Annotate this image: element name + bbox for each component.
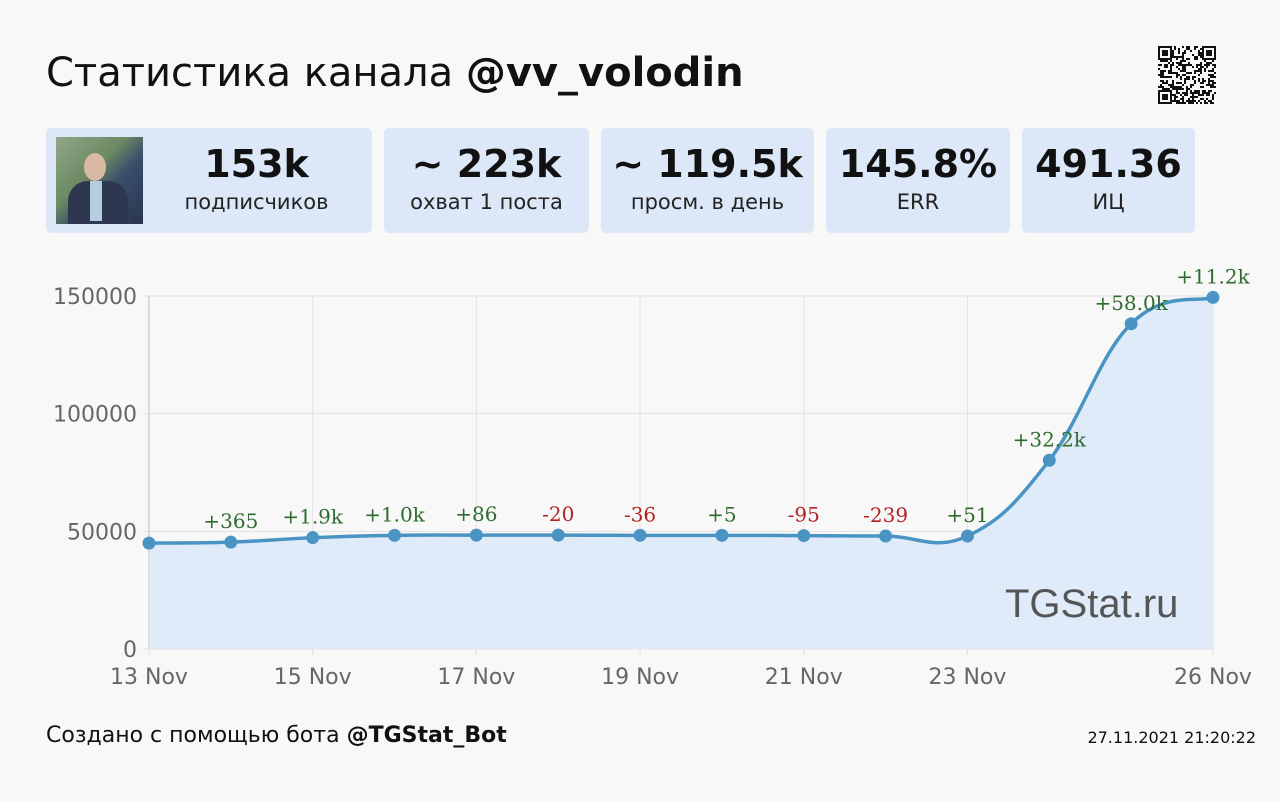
- stat-card-subscribers: 153k подписчиков: [46, 128, 372, 233]
- x-tick-label: 13 Nov: [110, 665, 188, 690]
- stat-value: 145.8%: [838, 142, 998, 186]
- stat-label: просм. в день: [630, 190, 785, 214]
- avatar: [56, 137, 143, 224]
- data-point: [306, 531, 320, 545]
- stat-card-reach: ~ 223k охват 1 поста: [384, 128, 589, 233]
- data-point: [879, 529, 893, 543]
- title-prefix: Статистика канала: [46, 50, 454, 96]
- data-label: +1.0k: [364, 502, 426, 526]
- data-point: [142, 536, 156, 550]
- stat-label: ERR: [896, 190, 940, 214]
- channel-handle: @vv_volodin: [465, 50, 744, 96]
- data-label: -20: [542, 502, 574, 526]
- x-tick-label: 15 Nov: [274, 665, 352, 690]
- data-label: +32.2k: [1013, 427, 1087, 451]
- data-point: [224, 535, 238, 549]
- page-title: Статистика канала @vv_volodin: [46, 50, 744, 96]
- data-label: -36: [624, 502, 656, 526]
- area-fill: [149, 297, 1213, 649]
- data-point: [1206, 290, 1220, 304]
- stat-label: ИЦ: [1092, 190, 1125, 214]
- stat-card-citation-index: 491.36 ИЦ: [1022, 128, 1195, 233]
- data-label: +365: [203, 509, 258, 533]
- stat-value: 153k: [204, 142, 309, 186]
- stat-card-err: 145.8% ERR: [826, 128, 1010, 233]
- data-point: [551, 528, 565, 542]
- y-tick-label: 50000: [67, 520, 137, 545]
- data-point: [1124, 317, 1138, 331]
- x-tick-label: 23 Nov: [928, 665, 1006, 690]
- data-point: [797, 529, 811, 543]
- stat-value: 491.36: [1035, 142, 1182, 186]
- bot-link[interactable]: @TGStat_Bot: [346, 723, 507, 748]
- timestamp: 27.11.2021 21:20:22: [1087, 728, 1256, 747]
- data-label: +58.0k: [1094, 291, 1168, 315]
- data-point: [715, 528, 729, 542]
- y-tick-label: 0: [123, 638, 137, 663]
- data-label: +5: [707, 502, 736, 526]
- x-tick-label: 17 Nov: [437, 665, 515, 690]
- stat-value: ~ 119.5k: [612, 142, 803, 186]
- qr-code-icon: [1158, 46, 1216, 104]
- stat-label: подписчиков: [184, 190, 329, 214]
- footer: Создано с помощью бота @TGStat_Bot: [46, 723, 507, 748]
- x-tick-label: 26 Nov: [1174, 665, 1252, 690]
- y-tick-label: 100000: [53, 403, 137, 428]
- data-label: +51: [946, 503, 988, 527]
- data-label: +11.2k: [1176, 264, 1250, 288]
- x-tick-label: 21 Nov: [765, 665, 843, 690]
- data-label: -95: [788, 503, 820, 527]
- stat-card-daily-views: ~ 119.5k просм. в день: [601, 128, 814, 233]
- data-point: [469, 528, 483, 542]
- data-label: +1.9k: [282, 505, 344, 529]
- watermark: TGStat.ru: [1005, 582, 1179, 626]
- stat-label: охват 1 поста: [410, 190, 563, 214]
- data-point: [633, 528, 647, 542]
- x-tick-label: 19 Nov: [601, 665, 679, 690]
- data-point: [388, 528, 402, 542]
- footer-text: Создано с помощью бота: [46, 723, 340, 748]
- data-point: [1042, 453, 1056, 467]
- y-tick-label: 150000: [53, 285, 137, 310]
- data-point: [960, 529, 974, 543]
- data-label: -239: [863, 503, 908, 527]
- data-label: +86: [455, 502, 497, 526]
- stat-value: ~ 223k: [411, 142, 562, 186]
